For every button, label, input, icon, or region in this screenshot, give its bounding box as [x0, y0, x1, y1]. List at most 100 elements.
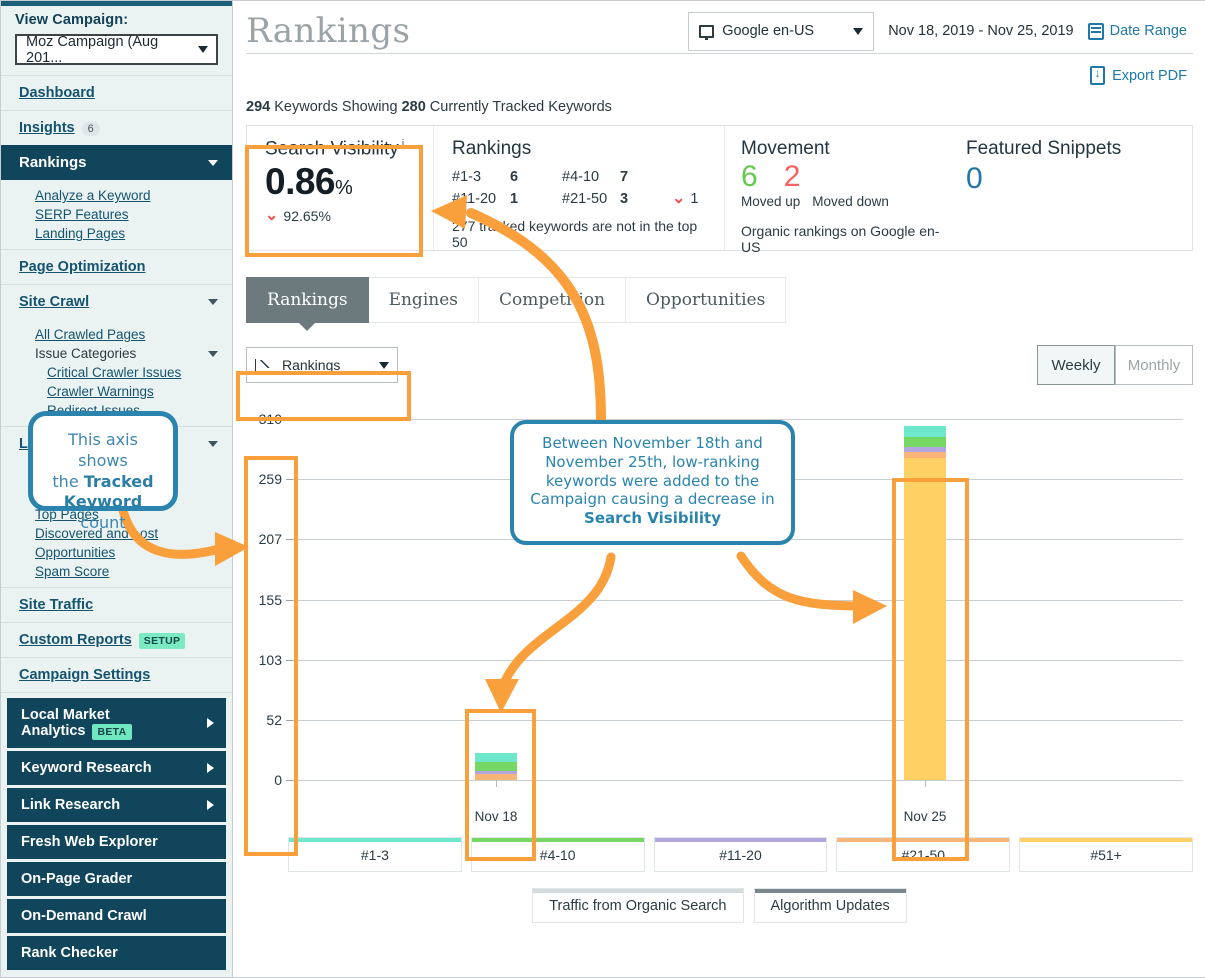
rankings-title: Rankings — [452, 138, 532, 159]
tab-bar: Rankings Engines Competition Opportuniti… — [246, 277, 1193, 331]
legend-item-51-plus[interactable]: #51+ — [1019, 837, 1193, 872]
sidebar-item-spam-score[interactable]: Spam Score — [1, 562, 232, 581]
sidebar-item-opportunities[interactable]: Opportunities — [1, 543, 232, 562]
sidebar-item-page-optimization[interactable]: Page Optimization — [1, 249, 232, 284]
rankings-grid: #1-3 6 #4-10 7 #11-20 1 #21-50 3 ⌄ 1 — [452, 166, 710, 210]
rank-bucket-value: 1 — [510, 191, 519, 207]
info-icon[interactable]: i — [401, 138, 405, 150]
sidebar-item-dashboard[interactable]: Dashboard — [1, 75, 232, 110]
keywords-showing-count: 294 — [246, 99, 271, 115]
sidebar-tool-on-page-grader[interactable]: On-Page Grader — [7, 862, 226, 896]
interval-weekly-button[interactable]: Weekly — [1037, 345, 1115, 385]
sidebar-tool-local-market-analytics[interactable]: Local Market Analytics BETA — [7, 698, 226, 748]
chart-controls: Rankings Weekly Monthly — [246, 345, 1193, 385]
sidebar-tool-fresh-web-explorer[interactable]: Fresh Web Explorer — [7, 825, 226, 859]
chevron-down-icon — [853, 27, 864, 35]
search-engine-select[interactable]: Google en-US — [688, 11, 875, 51]
sidebar-tool-rank-checker[interactable]: Rank Checker — [7, 936, 226, 970]
metric-search-visibility: Search Visibility i 0.86% ⌄ 92.65% — [247, 126, 433, 250]
y-axis-label: 207 — [258, 531, 282, 547]
main-callout-bold: Search Visibility — [584, 509, 721, 527]
legend-item-1-3[interactable]: #1-3 — [288, 837, 462, 872]
chevron-down-icon — [198, 46, 208, 53]
sidebar-item-landing-pages[interactable]: Landing Pages — [1, 224, 232, 243]
search-visibility-title: Search Visibility — [265, 138, 399, 160]
rank-bucket-change: 1 — [690, 191, 699, 207]
y-axis-label: 103 — [258, 652, 282, 668]
legend-item-21-50[interactable]: #21-50 — [836, 837, 1011, 872]
sidebar-tool-link-research[interactable]: Link Research — [7, 788, 226, 822]
y-tick — [286, 600, 293, 601]
metric-rankings: Rankings #1-3 6 #4-10 7 #11-20 1 #21-50 … — [433, 126, 724, 250]
sidebar-tool-label: Fresh Web Explorer — [21, 834, 158, 850]
sidebar-item-critical-crawler-issues[interactable]: Critical Crawler Issues — [1, 363, 232, 382]
sidebar-item-label: Campaign Settings — [19, 667, 151, 683]
export-row: Export PDF — [234, 54, 1205, 85]
campaign-select[interactable]: Moz Campaign (Aug 201... — [15, 34, 218, 66]
moved-up-label: Moved up — [741, 194, 801, 209]
y-tick — [286, 720, 293, 721]
bar-segment-51-plus — [904, 458, 946, 780]
bar-segment-21-50 — [904, 452, 946, 458]
sv-unit: % — [335, 177, 353, 200]
y-axis-label: 310 — [258, 411, 282, 427]
button-label: Traffic from Organic Search — [549, 897, 727, 914]
sidebar-item-campaign-settings[interactable]: Campaign Settings — [1, 657, 232, 693]
chevron-down-icon — [208, 441, 218, 447]
header-divider — [246, 53, 1193, 54]
rankings-note: 277 tracked keywords are not in the top … — [452, 218, 698, 250]
tab-competition[interactable]: Competition — [478, 277, 627, 323]
chevron-down-red-icon: ⌄ — [265, 207, 279, 225]
legend-item-11-20[interactable]: #11-20 — [653, 837, 828, 872]
tab-opportunities[interactable]: Opportunities — [625, 277, 787, 323]
bar-nov-18[interactable] — [475, 753, 517, 780]
interval-toggle: Weekly Monthly — [1037, 345, 1193, 385]
sidebar-item-site-crawl[interactable]: Site Crawl — [1, 284, 232, 319]
legend-label: #4-10 — [539, 846, 576, 863]
sidebar-item-label: Critical Crawler Issues — [47, 365, 182, 380]
y-tick — [286, 419, 293, 420]
movement-labels: Moved up Moved down — [741, 194, 940, 209]
chart-metric-select[interactable]: Rankings — [246, 347, 398, 383]
legend-color-swatch — [654, 838, 827, 842]
date-range-button[interactable]: Date Range — [1087, 22, 1187, 40]
sidebar-item-analyze-a-keyword[interactable]: Analyze a Keyword — [1, 186, 232, 205]
tracked-keywords-count: 280 — [401, 99, 426, 115]
traffic-from-organic-search-button[interactable]: Traffic from Organic Search — [532, 888, 744, 923]
sidebar-tool-label: Local Market Analytics — [21, 707, 110, 739]
sidebar-item-site-traffic[interactable]: Site Traffic — [1, 587, 232, 622]
bar-nov-25[interactable] — [904, 426, 946, 780]
main-content: Rankings Google en-US Nov 18, 2019 - Nov… — [234, 1, 1205, 977]
sv-delta-value: 92.65% — [283, 208, 331, 225]
sidebar: View Campaign: Moz Campaign (Aug 201... … — [1, 1, 233, 977]
gridline — [288, 660, 1183, 661]
sidebar-item-issue-categories[interactable]: Issue Categories — [1, 344, 232, 363]
moved-down-label: Moved down — [812, 194, 889, 209]
sidebar-tool-on-demand-crawl[interactable]: On-Demand Crawl — [7, 899, 226, 933]
tab-engines[interactable]: Engines — [367, 277, 479, 323]
chevron-right-icon — [207, 800, 214, 810]
sidebar-item-crawler-warnings[interactable]: Crawler Warnings — [1, 382, 232, 401]
button-label: Algorithm Updates — [770, 897, 890, 914]
rankings-row: #11-20 1 #21-50 3 ⌄ 1 — [452, 188, 710, 210]
algorithm-updates-button[interactable]: Algorithm Updates — [753, 888, 907, 923]
download-icon — [1090, 65, 1106, 85]
tab-rankings[interactable]: Rankings — [246, 277, 369, 331]
legend-item-4-10[interactable]: #4-10 — [470, 837, 645, 872]
export-pdf-button[interactable]: Export PDF — [1090, 65, 1187, 85]
legend-label: #21-50 — [901, 846, 946, 863]
bar-segment-21-50 — [475, 774, 517, 780]
sidebar-item-insights[interactable]: Insights 6 — [1, 110, 232, 145]
date-range-text: Nov 18, 2019 - Nov 25, 2019 — [888, 23, 1074, 39]
sidebar-item-custom-reports[interactable]: Custom Reports SETUP — [1, 622, 232, 657]
sidebar-tool-keyword-research[interactable]: Keyword Research — [7, 751, 226, 785]
interval-monthly-button[interactable]: Monthly — [1115, 345, 1193, 385]
featured-snippets-value: 0 — [966, 162, 983, 195]
sidebar-item-serp-features[interactable]: SERP Features — [1, 205, 232, 224]
axis-callout-line3-post: count — [80, 513, 126, 533]
x-tick — [925, 780, 926, 787]
sidebar-item-all-crawled-pages[interactable]: All Crawled Pages — [1, 325, 232, 344]
sidebar-item-rankings[interactable]: Rankings — [1, 145, 232, 180]
button-color-swatch — [533, 889, 743, 893]
gridline — [288, 720, 1183, 721]
